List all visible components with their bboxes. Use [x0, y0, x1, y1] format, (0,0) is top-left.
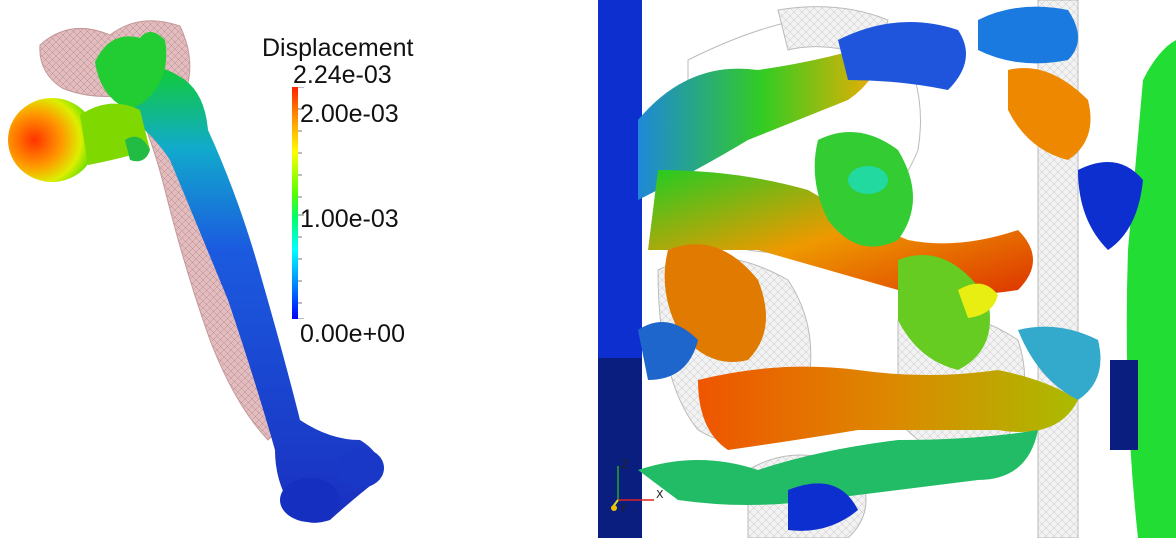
legend-tick-label: 1.00e-03	[300, 205, 399, 233]
greater-trochanter	[95, 31, 167, 109]
orientation-axes: Z X Y	[610, 458, 670, 528]
scaffold-render	[598, 0, 1176, 538]
axis-z-label: Z	[621, 458, 629, 471]
distal-condyle-lateral	[336, 448, 384, 488]
axes-triad-icon	[611, 466, 654, 511]
colorbar-ticks	[298, 87, 304, 319]
lesser-trochanter	[125, 136, 150, 162]
femur-shaft	[120, 66, 381, 523]
axis-y-label: Y	[620, 502, 627, 515]
colorbar	[292, 87, 298, 319]
legend-max-label: 2.24e-03	[293, 61, 392, 89]
femur-view-panel[interactable]: Displacement 2.24e-03 2.00e-03 1.00e-03 …	[0, 0, 590, 538]
fixture-plate-right-shadow	[1110, 360, 1138, 450]
axis-x-label: X	[656, 488, 664, 501]
distal-condyle	[280, 478, 340, 522]
strut-endcap	[848, 166, 888, 194]
legend-title: Displacement	[262, 34, 414, 62]
legend-tick-label: 0.00e+00	[300, 320, 405, 348]
femoral-head	[8, 98, 96, 182]
legend-tick-label: 2.00e-03	[300, 100, 399, 128]
femur-render	[8, 20, 384, 523]
lattice-struts	[638, 6, 1143, 531]
fixture-plate-left-shadow	[598, 358, 642, 538]
scaffold-view-panel[interactable]: Z X Y	[598, 0, 1176, 538]
fixture-plate-right	[1126, 40, 1176, 538]
